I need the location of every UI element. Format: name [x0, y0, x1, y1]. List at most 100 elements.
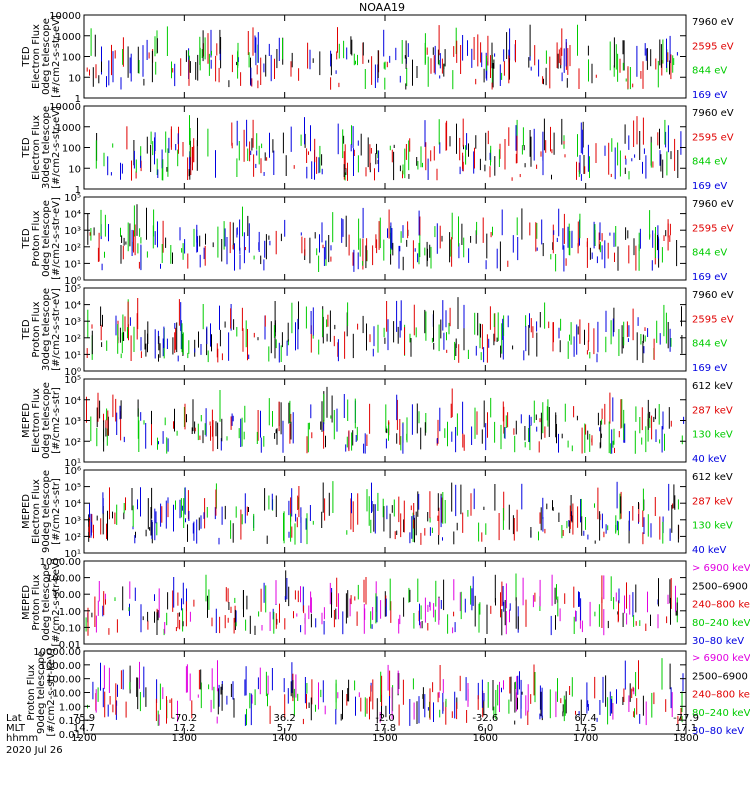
- y-axis-label: 90deg telescope: [41, 470, 52, 553]
- x-tick-label-mlt: 6.0: [477, 723, 493, 734]
- y-tick-label: 100.00: [46, 574, 81, 585]
- y-tick-label: 100.00: [46, 675, 81, 686]
- y-tick-label: 10: [68, 164, 81, 175]
- y-axis-label: TED: [21, 228, 32, 249]
- legend-entry: 169 eV: [692, 181, 727, 192]
- y-tick-label: 1000.00: [40, 661, 81, 672]
- flux-texture: [86, 386, 685, 454]
- y-axis-label: Proton Flux: [31, 210, 42, 266]
- x-tick-label-time: 1800: [673, 733, 698, 744]
- legend-entry: 2500–6900: [692, 581, 748, 592]
- panel: 10000 1000 100 10 1 TED Electron Flux 30deg tel…: [21, 102, 734, 196]
- y-tick-label: 10000.00: [33, 647, 81, 658]
- y-tick-label: 10¹: [64, 350, 81, 361]
- y-tick-label: 10³: [64, 516, 81, 527]
- legend-entry: 240–800 keV: [692, 600, 750, 611]
- y-axis-label: [#/cm2-s-str-eV]: [51, 106, 62, 189]
- panel-frame: [83, 287, 687, 372]
- y-tick-label: 10⁵: [64, 375, 81, 386]
- y-axis-label: 0deg telescope: [41, 200, 52, 277]
- y-axis-label: MEPED: [21, 403, 32, 438]
- y-tick-label: 10⁴: [64, 396, 81, 407]
- y-tick-label: 1000.00: [40, 557, 81, 568]
- y-axis-label: Electron Flux: [31, 24, 42, 89]
- y-tick-label: 1: [75, 94, 81, 105]
- y-axis-label: TED: [21, 137, 32, 158]
- legend-entry: 169 eV: [692, 363, 727, 374]
- legend-entry: 30–80 keV: [692, 636, 744, 647]
- y-axis-label: 90deg telescope: [36, 651, 47, 734]
- y-tick-label: 1000: [56, 123, 81, 134]
- legend-entry: > 6900 keV: [692, 563, 750, 574]
- y-axis-label: 30deg telescope: [41, 106, 52, 189]
- x-tick-label-mlt: 14.7: [73, 723, 95, 734]
- y-tick-label: 10: [68, 73, 81, 84]
- legend-entry: 130 keV: [692, 430, 733, 441]
- y-tick-label: 10³: [64, 226, 81, 237]
- legend-entry: 2595 eV: [692, 314, 734, 325]
- y-tick-label: 10²: [64, 532, 81, 543]
- y-tick-label: 10⁵: [64, 284, 81, 295]
- x-tick-label-time: 1500: [372, 733, 397, 744]
- legend-entry: 612 keV: [692, 472, 733, 483]
- y-tick-label: 10⁰: [64, 367, 81, 378]
- legend-entry: > 6900 keV: [692, 653, 750, 664]
- y-tick-label: 10⁴: [64, 210, 81, 221]
- x-tick-label-mlt: 17.5: [575, 723, 597, 734]
- y-tick-label: 10¹: [64, 458, 81, 469]
- legend-entry: 844 eV: [692, 248, 727, 259]
- legend-entry: 30–80 keV: [692, 726, 744, 737]
- y-tick-label: 10³: [64, 317, 81, 328]
- y-axis-label: [#/cm2-s-str-keV]: [51, 558, 62, 646]
- x-tick-label-mlt: 17.8: [374, 723, 396, 734]
- footer-row-label: Lat: [6, 713, 22, 724]
- y-axis-label: Electron Flux: [31, 479, 42, 544]
- legend-entry: 844 eV: [692, 157, 727, 168]
- figure-title: NOAA19: [359, 1, 405, 14]
- y-axis-label: [#/cm2-s-str-eV]: [51, 15, 62, 98]
- y-axis-label: TED: [21, 46, 32, 67]
- y-axis-label: Proton Flux: [26, 664, 37, 720]
- x-tick-label-mlt: 17.1: [675, 723, 697, 734]
- panel-frame: [83, 196, 687, 281]
- y-axis-label: TED: [21, 319, 32, 340]
- panel: 10000.00 1000.00 100.00 10.00 1.00 0.10 0.01 Pr…: [26, 647, 750, 741]
- flux-texture: [87, 658, 684, 726]
- y-tick-label: 0.10: [59, 716, 81, 727]
- y-axis-label: [#/cm2-s-str-eV]: [51, 197, 62, 280]
- x-tick-label-time: 1700: [573, 733, 598, 744]
- panel: 10000 1000 100 10 1 TED Electron Flux 0deg tele…: [21, 11, 734, 105]
- x-tick-label-time: 1600: [473, 733, 498, 744]
- y-axis-label: [#/cm2-s-str]: [51, 478, 62, 545]
- y-tick-label: 10000: [49, 11, 81, 22]
- legend-entry: 2500–6900: [692, 671, 748, 682]
- legend-entry: 2595 eV: [692, 41, 734, 52]
- legend-entry: 80–240 keV: [692, 708, 750, 719]
- legend-entry: 2595 eV: [692, 132, 734, 143]
- y-tick-label: 0.10: [59, 623, 81, 634]
- date-label: 2020 Jul 26: [6, 745, 63, 756]
- x-tick-label-time: 1200: [71, 733, 96, 744]
- legend-entry: 240–800 keV: [692, 690, 750, 701]
- legend-entry: 80–240 keV: [692, 618, 750, 629]
- legend-entry: 287 keV: [692, 405, 733, 416]
- y-axis-label: Electron Flux: [31, 388, 42, 453]
- y-axis-label: 30deg telescope: [41, 288, 52, 371]
- y-tick-label: 10⁵: [64, 193, 81, 204]
- y-tick-label: 10²: [64, 437, 81, 448]
- flux-texture: [86, 297, 683, 363]
- y-tick-label: 10.00: [52, 590, 81, 601]
- x-tick-label-lat: -70.2: [171, 713, 197, 724]
- y-tick-label: 1: [75, 185, 81, 196]
- y-tick-label: 10⁶: [64, 466, 81, 477]
- legend-entry: 169 eV: [692, 272, 727, 283]
- legend-entry: 844 eV: [692, 339, 727, 350]
- y-tick-label: 100: [62, 144, 81, 155]
- flux-texture: [86, 24, 678, 90]
- flux-texture: [87, 204, 678, 272]
- x-tick-label-lat: -77.9: [673, 713, 699, 724]
- y-tick-label: 10¹: [64, 549, 81, 560]
- y-axis-label: MEPED: [21, 494, 32, 529]
- y-tick-label: 10³: [64, 417, 81, 428]
